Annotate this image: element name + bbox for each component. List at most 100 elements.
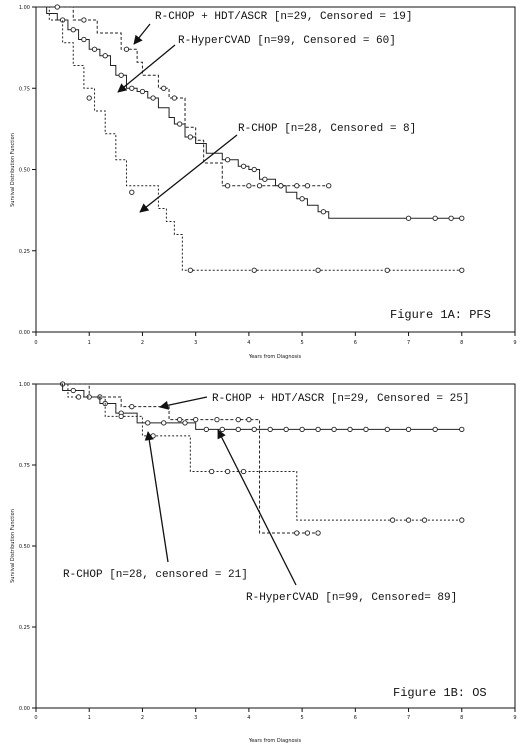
km-curve-hyper bbox=[36, 6, 462, 219]
x-tick-label: 5 bbox=[301, 715, 304, 721]
censor-mark-hyper bbox=[315, 426, 321, 433]
annotation-hypercvad: R-HyperCVAD [n=99, Censored= 89] bbox=[246, 592, 457, 604]
annotation-arrow bbox=[139, 134, 238, 213]
y-axis-label: Survival Distribution Function bbox=[10, 133, 16, 207]
censor-mark-rchop bbox=[118, 413, 124, 420]
censor-mark-hyper bbox=[251, 166, 257, 173]
survival-curves bbox=[36, 381, 465, 536]
censor-mark-hyper bbox=[91, 46, 98, 52]
censor-mark-hyper bbox=[203, 426, 209, 433]
censor-mark-hyper bbox=[432, 215, 438, 221]
censor-mark-hdt bbox=[246, 183, 252, 189]
censor-mark-hyper bbox=[267, 426, 273, 433]
censor-mark-rchop bbox=[459, 517, 465, 523]
censor-mark-hdt bbox=[235, 416, 241, 423]
annotation-rchop: R-CHOP [n=28, censored = 21] bbox=[63, 569, 248, 581]
x-tick-label: 0 bbox=[34, 340, 37, 346]
censor-mark-hdt bbox=[246, 416, 252, 423]
censor-mark-hyper bbox=[384, 426, 390, 433]
censor-mark-hyper bbox=[299, 426, 305, 433]
censor-mark-hyper bbox=[177, 121, 183, 127]
censor-mark-rchop bbox=[421, 517, 428, 523]
km-curve-hdt bbox=[36, 6, 329, 187]
x-tick-label: 6 bbox=[354, 715, 357, 721]
censor-mark-rchop bbox=[86, 95, 92, 101]
x-tick-label: 8 bbox=[460, 715, 463, 721]
y-tick-label: 0.75 bbox=[19, 463, 30, 469]
censor-mark-rchop bbox=[240, 468, 247, 475]
x-tick-label: 0 bbox=[34, 715, 37, 721]
censor-mark-hyper bbox=[405, 426, 412, 433]
x-tick-label: 7 bbox=[407, 715, 410, 721]
x-tick-label: 9 bbox=[513, 340, 516, 346]
annotation-arrow bbox=[117, 44, 176, 93]
censor-mark-hyper bbox=[187, 134, 193, 140]
x-tick-label: 6 bbox=[354, 340, 357, 346]
censor-mark-rchop bbox=[315, 267, 321, 273]
censor-mark-hdt bbox=[304, 183, 311, 189]
censor-mark-hdt bbox=[81, 17, 87, 23]
censor-mark-hdt bbox=[315, 530, 321, 536]
censor-mark-hyper bbox=[283, 426, 289, 433]
figure-label: Figure 1A: PFS bbox=[390, 308, 491, 322]
censor-mark-hyper bbox=[129, 85, 135, 91]
censor-mark-hdt bbox=[54, 4, 60, 10]
censor-mark-hyper bbox=[70, 27, 76, 33]
annotation-arrow bbox=[144, 431, 169, 563]
annotation-hypercvad: R-HyperCVAD [n=99, Censored = 60] bbox=[178, 35, 396, 47]
censor-mark-hdt bbox=[129, 404, 135, 410]
y-axis: 0.00 0.25 0.50 0.75 1.00 bbox=[19, 382, 36, 712]
svg-text:Survival Distribution Function: Survival Distribution Function bbox=[10, 133, 16, 207]
censor-mark-hyper bbox=[150, 95, 156, 101]
y-tick-label: 0.25 bbox=[19, 249, 30, 255]
censor-mark-hdt bbox=[193, 416, 199, 423]
y-axis-label: Survival Distribution Function bbox=[10, 509, 16, 583]
panel-b-os: Survival Distribution Function Years fro… bbox=[10, 381, 517, 744]
y-tick-label: 0.50 bbox=[19, 168, 30, 174]
censor-mark-hdt bbox=[161, 85, 167, 91]
censor-mark-rchop bbox=[389, 517, 396, 523]
annotation-arrow bbox=[217, 429, 297, 586]
annotation-hdt: R-CHOP + HDT/ASCR [n=29, Censored = 25] bbox=[212, 393, 469, 405]
x-tick-label: 7 bbox=[407, 340, 410, 346]
x-tick-label: 5 bbox=[301, 340, 304, 346]
y-tick-label: 0.75 bbox=[19, 86, 30, 92]
annotation-hdt: R-CHOP + HDT/ASCR [n=29, Censored = 19] bbox=[155, 11, 412, 23]
x-tick-label: 1 bbox=[88, 715, 91, 721]
censor-mark-hyper bbox=[363, 426, 369, 433]
censor-mark-hdt bbox=[294, 183, 300, 189]
y-tick-label: 0.25 bbox=[19, 625, 30, 631]
km-curve-hdt bbox=[36, 383, 319, 534]
censor-mark-rchop bbox=[384, 267, 390, 273]
x-axis: 0 1 2 3 4 5 6 7 8 9 bbox=[34, 332, 517, 346]
censor-mark-hyper bbox=[331, 426, 337, 433]
x-tick-label: 2 bbox=[141, 340, 144, 346]
censor-mark-rchop bbox=[459, 267, 465, 273]
censor-mark-hdt bbox=[171, 95, 178, 101]
censor-mark-hyper bbox=[102, 53, 108, 59]
plot-frame bbox=[35, 383, 516, 709]
y-tick-label: 0.00 bbox=[19, 330, 30, 336]
censor-mark-hyper bbox=[299, 196, 305, 202]
x-tick-label: 8 bbox=[460, 340, 463, 346]
censor-mark-hyper bbox=[320, 209, 327, 215]
censor-mark-hdt bbox=[326, 183, 332, 189]
y-tick-label: 0.50 bbox=[19, 544, 30, 550]
censor-mark-rchop bbox=[150, 433, 156, 439]
x-tick-label: 1 bbox=[88, 340, 91, 346]
censor-mark-hdt bbox=[224, 183, 231, 189]
censor-mark-hyper bbox=[118, 72, 124, 78]
censor-mark-rchop bbox=[224, 468, 231, 475]
km-curve-hyper bbox=[36, 383, 462, 430]
x-tick-label: 9 bbox=[513, 715, 516, 721]
censor-mark-rchop bbox=[129, 189, 135, 195]
y-tick-label: 1.00 bbox=[19, 5, 30, 11]
x-tick-label: 2 bbox=[141, 715, 144, 721]
censor-mark-hyper bbox=[448, 215, 454, 221]
censor-mark-rchop bbox=[75, 394, 82, 400]
censor-mark-hyper bbox=[182, 420, 188, 426]
km-curve-rchop bbox=[36, 6, 462, 271]
censor-mark-hyper bbox=[262, 176, 268, 182]
y-tick-label: 1.00 bbox=[19, 382, 30, 388]
